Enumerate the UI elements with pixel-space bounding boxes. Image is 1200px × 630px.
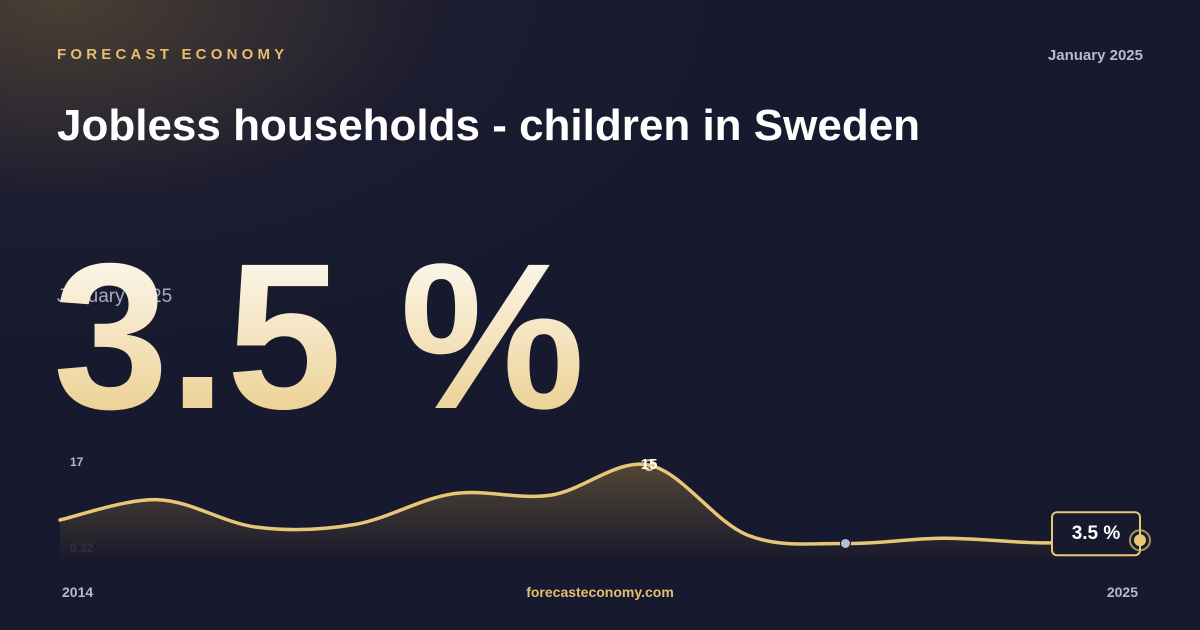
- last-marker: [1134, 534, 1146, 547]
- headline-date: January 2025: [57, 286, 172, 307]
- peak-marker: [643, 459, 656, 472]
- last-value-badge: [1051, 511, 1141, 557]
- area: [60, 464, 1140, 565]
- title: Jobless households - children in Sweden: [57, 101, 920, 150]
- line: [58, 462, 1142, 546]
- footer: forecasteconomy.com: [526, 584, 674, 600]
- point-marker: [839, 537, 851, 549]
- last-marker-ring: [1129, 529, 1151, 552]
- headline-value: 3.5 %: [53, 221, 585, 453]
- y-tick-label: 17: [70, 455, 84, 469]
- brand: FORECAST ECONOMY: [57, 46, 288, 63]
- last-value-label: 3.5 %: [1072, 523, 1121, 544]
- x-tick-label: 2025: [1107, 584, 1138, 600]
- date: January 2025: [1048, 47, 1143, 64]
- peak-label: 15: [641, 456, 658, 473]
- sparkline: 0.321720142025153.5 %: [58, 455, 1151, 600]
- x-tick-label: 2014: [62, 584, 93, 600]
